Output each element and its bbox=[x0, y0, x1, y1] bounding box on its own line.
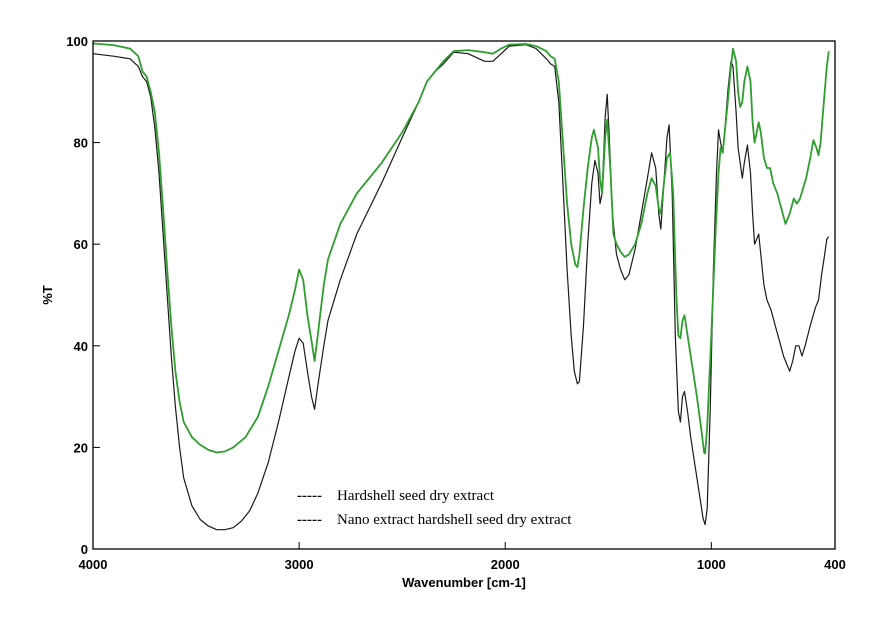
y-tick-label: 80 bbox=[74, 136, 88, 151]
series-layer bbox=[92, 42, 830, 531]
y-axis-title: %T bbox=[40, 285, 55, 305]
series-line-hardshell bbox=[92, 42, 830, 455]
y-tick-label: 20 bbox=[74, 440, 88, 455]
y-tick-label: 60 bbox=[74, 237, 88, 252]
x-tick-label: 3000 bbox=[285, 557, 314, 572]
y-tick-label: 0 bbox=[81, 542, 88, 557]
x-tick-label: 1000 bbox=[697, 557, 726, 572]
legend: ----- Hardshell seed dry extract ----- N… bbox=[297, 488, 572, 528]
plot-frame bbox=[92, 40, 836, 550]
legend-label-nano: Nano extract hardshell seed dry extract bbox=[337, 512, 572, 528]
x-axis-title: Wavenumber [cm-1] bbox=[402, 575, 526, 590]
series-line-nano bbox=[92, 44, 830, 531]
x-tick-label: 4000 bbox=[79, 557, 108, 572]
x-tick-label: 2000 bbox=[491, 557, 520, 572]
x-tick-label: 400 bbox=[824, 557, 846, 572]
legend-marker-hardshell: ----- bbox=[297, 488, 322, 504]
legend-label-hardshell: Hardshell seed dry extract bbox=[337, 488, 495, 504]
y-tick-label: 100 bbox=[66, 34, 88, 49]
y-tick-label: 40 bbox=[74, 339, 88, 354]
legend-marker-nano: ----- bbox=[297, 512, 322, 528]
